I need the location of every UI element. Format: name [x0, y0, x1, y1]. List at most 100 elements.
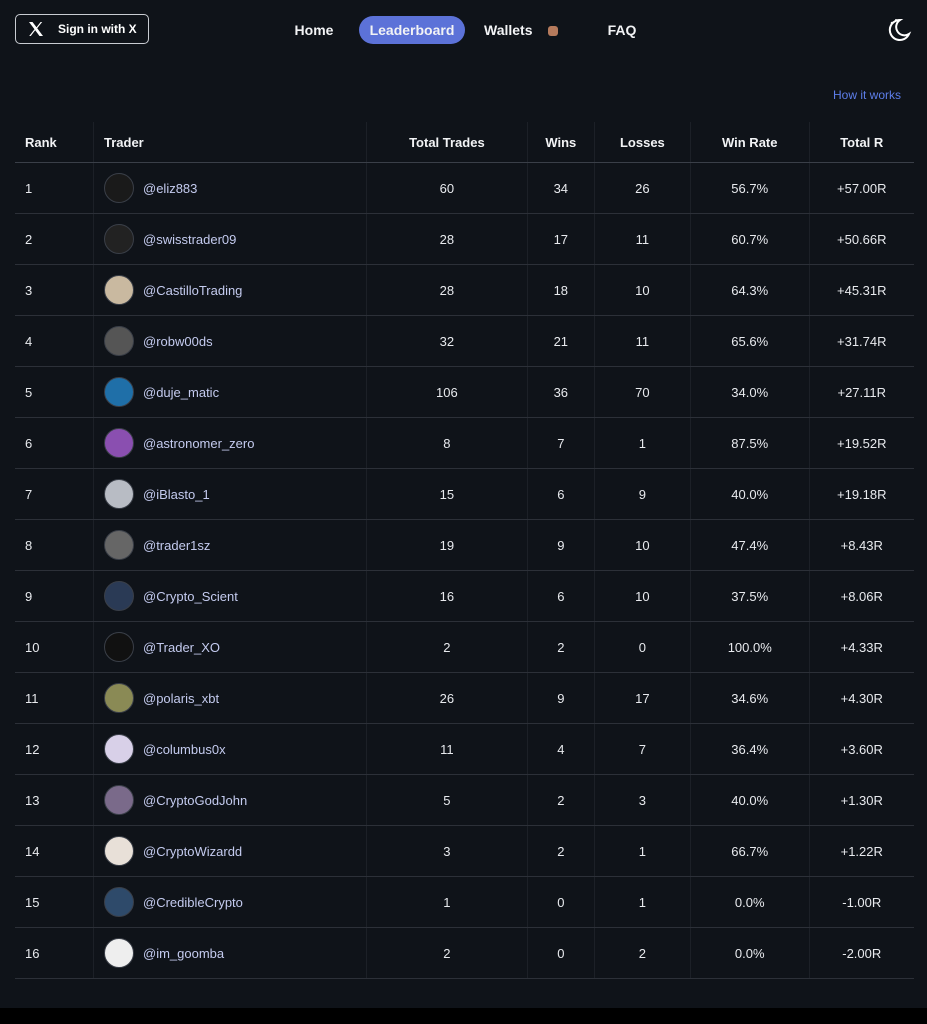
- trader: @CryptoWizardd: [104, 836, 366, 866]
- trader: @iBlasto_1: [104, 479, 366, 509]
- table-row: 5 @duje_matic 106 36 70 34.0% +27.11R: [15, 366, 914, 418]
- avatar: [104, 428, 134, 458]
- table-cell: 106: [366, 366, 528, 418]
- trader: @Crypto_Scient: [104, 581, 366, 611]
- trader: @polaris_xbt: [104, 683, 366, 713]
- trader-name: @eliz883: [143, 180, 198, 196]
- trader-cell: @Crypto_Scient: [93, 570, 367, 622]
- table-row: 3 @CastilloTrading 28 18 10 64.3% +45.31R: [15, 264, 914, 316]
- table-cell: 64.3%: [690, 264, 810, 316]
- table-cell: 9: [527, 672, 595, 724]
- trader-cell: @polaris_xbt: [93, 672, 367, 724]
- trader: @im_goomba: [104, 938, 366, 968]
- table-cell: 11: [15, 672, 94, 724]
- table-row: 2 @swisstrader09 28 17 11 60.7% +50.66R: [15, 213, 914, 265]
- theme-toggle[interactable]: [886, 17, 912, 43]
- table-cell: +1.30R: [809, 774, 914, 826]
- table-cell: 1: [15, 162, 94, 214]
- table-row: 1 @eliz883 60 34 26 56.7% +57.00R: [15, 162, 914, 214]
- wallet-icon: [548, 26, 558, 36]
- table-body: 1 @eliz883 60 34 26 56.7% +57.00R 2 @swisstrader…: [15, 162, 914, 979]
- trader-cell: @CryptoGodJohn: [93, 774, 367, 826]
- table-cell: 1: [594, 417, 691, 469]
- trader-name: @iBlasto_1: [143, 486, 210, 502]
- table-cell: 9: [527, 519, 595, 571]
- column-header: Trader: [93, 122, 367, 163]
- trader-cell: @eliz883: [93, 162, 367, 214]
- sign-in-label: Sign in with X: [58, 22, 137, 36]
- table-cell: +27.11R: [809, 366, 914, 418]
- table-cell: 87.5%: [690, 417, 810, 469]
- table-cell: 1: [594, 825, 691, 877]
- table-cell: 8: [15, 519, 94, 571]
- bottom-bar: [0, 1008, 927, 1024]
- table-cell: -1.00R: [809, 876, 914, 928]
- trader-cell: @Trader_XO: [93, 621, 367, 673]
- sign-in-button[interactable]: Sign in with X: [15, 14, 149, 44]
- trader: @astronomer_zero: [104, 428, 366, 458]
- table-cell: 0: [527, 927, 595, 979]
- trader-name: @CastilloTrading: [143, 282, 243, 298]
- table-cell: 60.7%: [690, 213, 810, 265]
- table-cell: 11: [594, 213, 691, 265]
- table-cell: +57.00R: [809, 162, 914, 214]
- nav-link[interactable]: Leaderboard: [359, 16, 465, 44]
- table-cell: +3.60R: [809, 723, 914, 775]
- avatar: [104, 632, 134, 662]
- trader-name: @Trader_XO: [143, 639, 221, 655]
- table-cell: 47.4%: [690, 519, 810, 571]
- table-cell: 2: [15, 213, 94, 265]
- table-cell: 13: [15, 774, 94, 826]
- avatar: [104, 326, 134, 356]
- table-cell: 17: [527, 213, 595, 265]
- table-cell: 21: [527, 315, 595, 367]
- table-row: 4 @robw00ds 32 21 11 65.6% +31.74R: [15, 315, 914, 367]
- nav-link[interactable]: Wallets: [484, 16, 544, 44]
- trader: @eliz883: [104, 173, 366, 203]
- table-cell: 3: [594, 774, 691, 826]
- column-header: Total R: [809, 122, 914, 163]
- trader: @CryptoGodJohn: [104, 785, 366, 815]
- nav-link[interactable]: Home: [294, 22, 334, 38]
- table-cell: 2: [527, 774, 595, 826]
- avatar: [104, 224, 134, 254]
- table-cell: 14: [15, 825, 94, 877]
- trader-name: @astronomer_zero: [143, 435, 255, 451]
- table-row: 9 @Crypto_Scient 16 6 10 37.5% +8.06R: [15, 570, 914, 622]
- trader: @robw00ds: [104, 326, 366, 356]
- table-cell: 7: [527, 417, 595, 469]
- table-cell: 0.0%: [690, 876, 810, 928]
- table-cell: 0: [594, 621, 691, 673]
- table-cell: 3: [15, 264, 94, 316]
- trader-cell: @iBlasto_1: [93, 468, 367, 520]
- table-cell: 36: [527, 366, 595, 418]
- avatar: [104, 887, 134, 917]
- how-it-works-link[interactable]: How it works: [832, 88, 901, 102]
- table-cell: 40.0%: [690, 774, 810, 826]
- table-cell: 100.0%: [690, 621, 810, 673]
- table-cell: 32: [366, 315, 528, 367]
- trader-cell: @CryptoWizardd: [93, 825, 367, 877]
- leaderboard-table: Rank Trader Total Trades Wins Losses Win Rate…: [15, 122, 914, 979]
- table-row: 12 @columbus0x 11 4 7 36.4% +3.60R: [15, 723, 914, 775]
- table-cell: +1.22R: [809, 825, 914, 877]
- table-cell: 7: [15, 468, 94, 520]
- table-row: 8 @trader1sz 19 9 10 47.4% +8.43R: [15, 519, 914, 571]
- table-cell: 28: [366, 264, 528, 316]
- trader-name: @polaris_xbt: [143, 690, 220, 706]
- nav-link[interactable]: FAQ: [607, 22, 637, 38]
- table-cell: 3: [366, 825, 528, 877]
- table-cell: 19: [366, 519, 528, 571]
- column-header: Win Rate: [690, 122, 810, 163]
- table-cell: 12: [15, 723, 94, 775]
- table-cell: 40.0%: [690, 468, 810, 520]
- table-cell: 2: [527, 621, 595, 673]
- trader-name: @CredibleCrypto: [143, 894, 243, 910]
- trader: @trader1sz: [104, 530, 366, 560]
- column-header: Rank: [15, 122, 94, 163]
- table-cell: 9: [594, 468, 691, 520]
- trader-cell: @robw00ds: [93, 315, 367, 367]
- table-cell: 6: [527, 570, 595, 622]
- table-row: 11 @polaris_xbt 26 9 17 34.6% +4.30R: [15, 672, 914, 724]
